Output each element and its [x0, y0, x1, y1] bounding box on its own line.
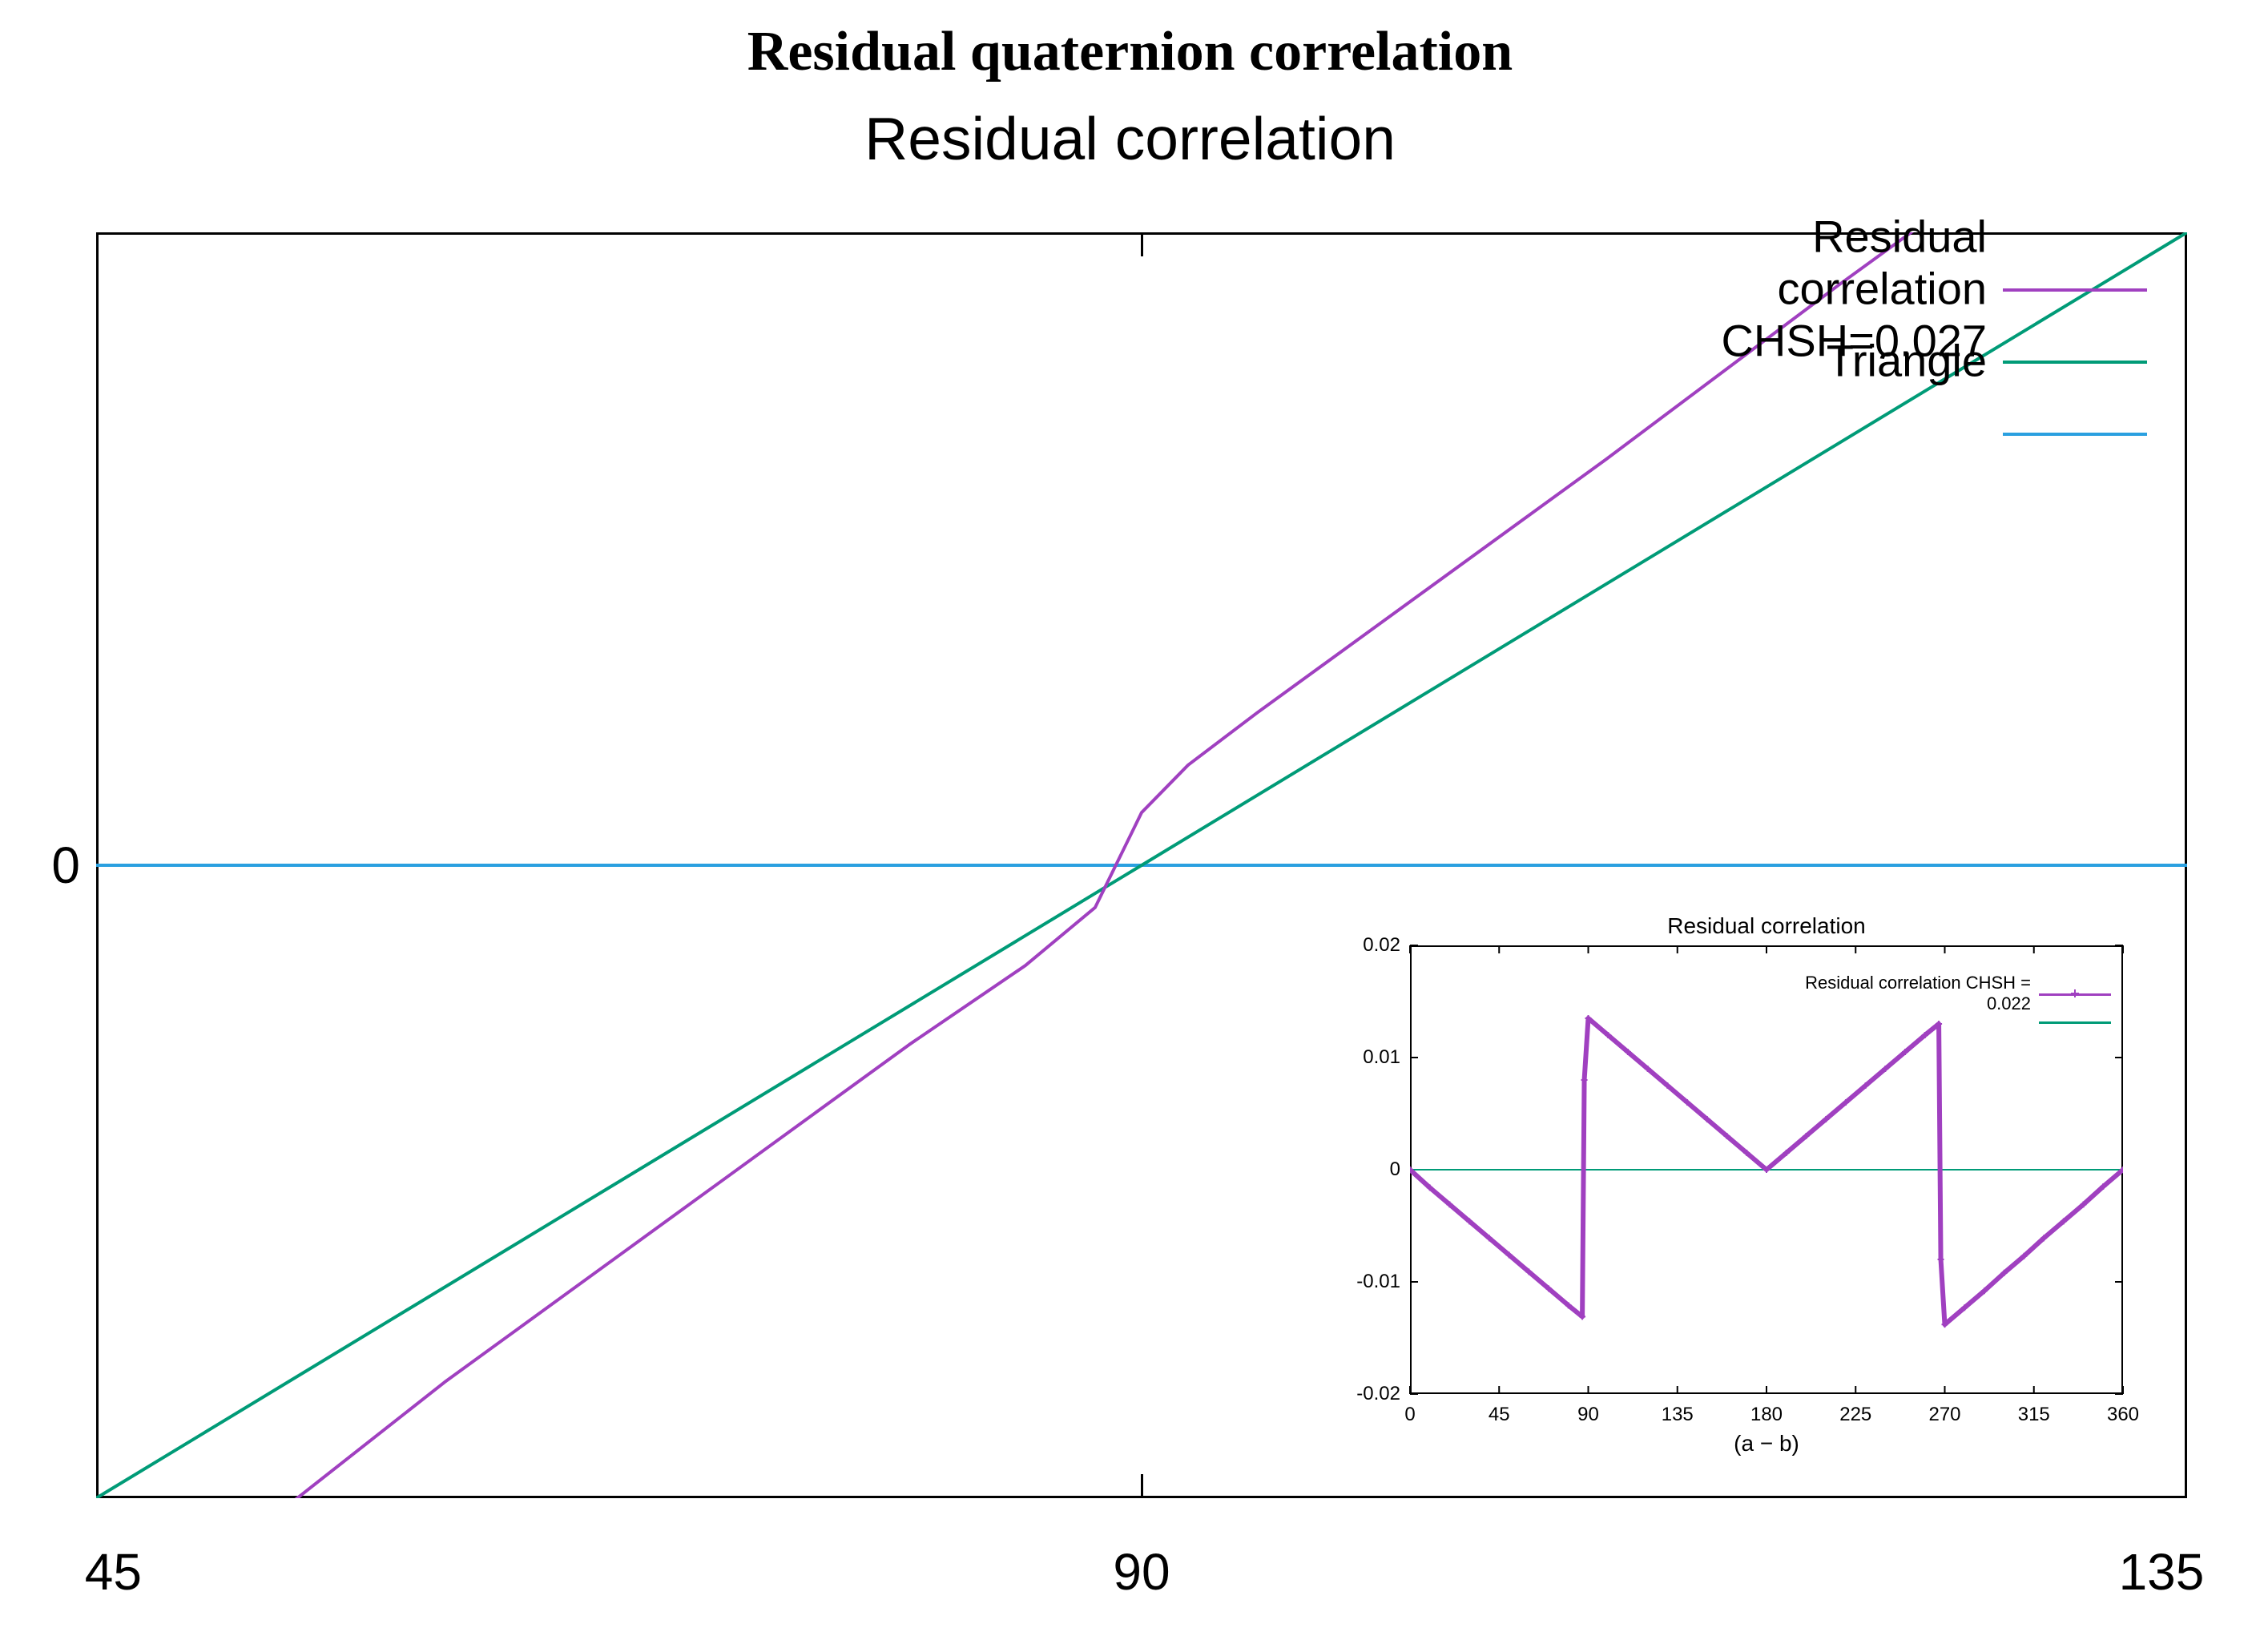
inset-legend-swatch-1: [2039, 1021, 2111, 1024]
page: Residual quaternion correlation Residual…: [0, 0, 2260, 1652]
